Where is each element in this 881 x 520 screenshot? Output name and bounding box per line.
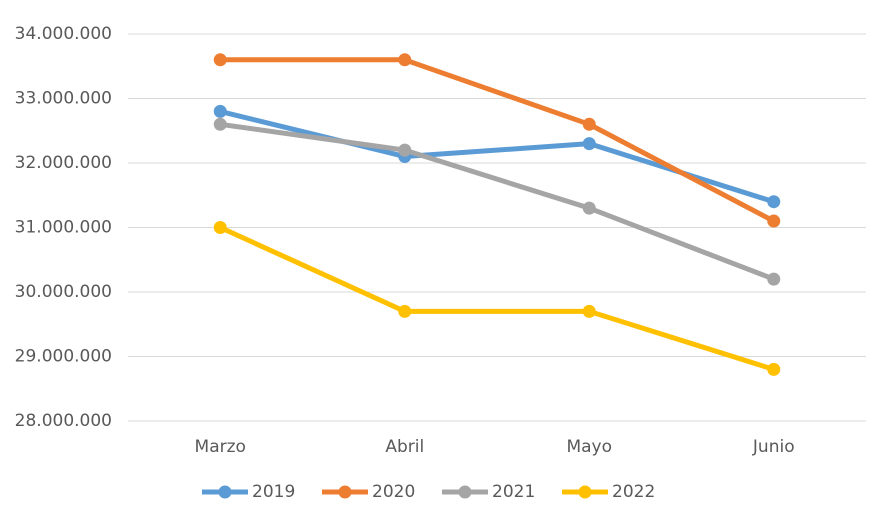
point: [767, 272, 781, 286]
point: [767, 195, 781, 209]
series-line: [217, 108, 777, 205]
y-tick-label: 31.000.000: [15, 218, 112, 238]
y-tick-label: 32.000.000: [15, 153, 112, 173]
point: [213, 117, 227, 131]
y-tick-label: 33.000.000: [15, 89, 112, 109]
point: [582, 304, 596, 318]
x-tick-label: Marzo: [195, 437, 246, 457]
legend-label: 2021: [492, 482, 535, 502]
point: [582, 201, 596, 215]
point: [213, 53, 227, 67]
legend-label: 2022: [612, 482, 655, 502]
legend-label: 2020: [372, 482, 415, 502]
point: [213, 104, 227, 118]
y-tick-label: 28.000.000: [15, 411, 112, 431]
series-line: [217, 225, 777, 372]
legend-marker: [458, 485, 472, 499]
point: [398, 304, 412, 318]
point: [582, 117, 596, 131]
point: [582, 137, 596, 151]
legend-marker: [218, 485, 232, 499]
point: [213, 221, 227, 234]
point: [767, 362, 781, 376]
point: [767, 214, 781, 228]
y-tick-label: 29.000.000: [15, 347, 112, 367]
x-tick-label: Abril: [385, 437, 424, 457]
x-tick-label: Junio: [752, 437, 795, 457]
y-tick-label: 34.000.000: [15, 24, 112, 44]
legend-marker: [338, 485, 352, 499]
series-line: [217, 57, 777, 224]
point: [398, 143, 412, 157]
y-tick-label: 30.000.000: [15, 282, 112, 302]
legend-label: 2019: [252, 482, 295, 502]
point: [398, 53, 412, 67]
legend-marker: [578, 485, 592, 499]
series-line: [217, 121, 777, 282]
x-tick-label: Mayo: [566, 437, 612, 457]
